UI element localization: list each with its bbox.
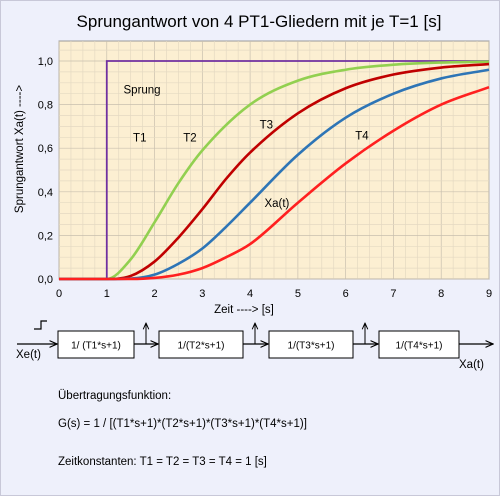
block-4 <box>378 330 460 359</box>
series-line-t1 <box>59 60 490 281</box>
y-tick-label: 0,0 <box>38 274 53 286</box>
tick-labels: 0 1 2 3 4 5 6 7 8 9 0,0 0,2 0,4 0,6 0,8 1,0 <box>38 56 492 300</box>
x-tick-label: 5 <box>295 288 301 300</box>
step-input-symbol <box>34 320 47 330</box>
input-label: Xe(t) <box>16 349 41 361</box>
y-tick-label: 0,4 <box>38 187 53 199</box>
y-axis-label: Sprungantwort Xa(t) ----> <box>14 85 26 213</box>
series-line-t2 <box>59 62 490 281</box>
series-line-t4 <box>59 85 490 281</box>
annotation-t2: T2 <box>183 133 196 145</box>
annotation-t3: T3 <box>260 120 273 132</box>
y-tick-label: 0,8 <box>38 100 53 112</box>
block-3-label: 1/(T3*s+1) <box>288 341 335 352</box>
x-tick-label: 1 <box>104 288 110 300</box>
transfer-formula: G(s) = 1 / [(T1*s+1)*(T2*s+1)*(T3*s+1)*(… <box>58 418 307 430</box>
y-tick-label: 1,0 <box>38 56 53 68</box>
annotation-sprung: Sprung <box>124 85 161 97</box>
y-tick-label: 0,2 <box>38 230 53 242</box>
block-2-label: 1/(T2*s+1) <box>178 341 225 352</box>
block-4-label: 1/(T4*s+1) <box>396 341 443 352</box>
x-tick-label: 7 <box>390 288 396 300</box>
series-group <box>59 60 490 281</box>
block-diagram: Xe(t) 1/ (T1*s+1) 1/(T2*s+1) 1/(T3*s+1) … <box>16 320 493 371</box>
chart-title: Sprungantwort von 4 PT1-Gliedern mit je … <box>77 12 442 31</box>
x-axis-label: Zeit ----> [s] <box>214 304 274 316</box>
annotation-t1: T1 <box>133 133 146 145</box>
annotation-t4: T4 <box>355 130 369 142</box>
x-tick-label: 0 <box>56 288 62 300</box>
y-tick-label: 0,6 <box>38 143 53 155</box>
x-tick-label: 2 <box>151 288 157 300</box>
annotation-xat: Xa(t) <box>264 198 289 210</box>
annotations: Sprung T1 T2 T3 T4 Xa(t) <box>124 85 370 210</box>
x-tick-label: 3 <box>199 288 205 300</box>
x-tick-label: 9 <box>486 288 492 300</box>
output-label: Xa(t) <box>459 359 484 371</box>
transfer-heading: Übertragungsfunktion: <box>58 390 171 402</box>
x-tick-label: 4 <box>247 288 253 300</box>
x-tick-label: 6 <box>343 288 349 300</box>
block-1-label: 1/ (T1*s+1) <box>71 341 121 352</box>
block-2 <box>158 330 244 359</box>
x-tick-label: 8 <box>438 288 444 300</box>
time-constants: Zeitkonstanten: T1 = T2 = T3 = T4 = 1 [s… <box>58 456 267 468</box>
